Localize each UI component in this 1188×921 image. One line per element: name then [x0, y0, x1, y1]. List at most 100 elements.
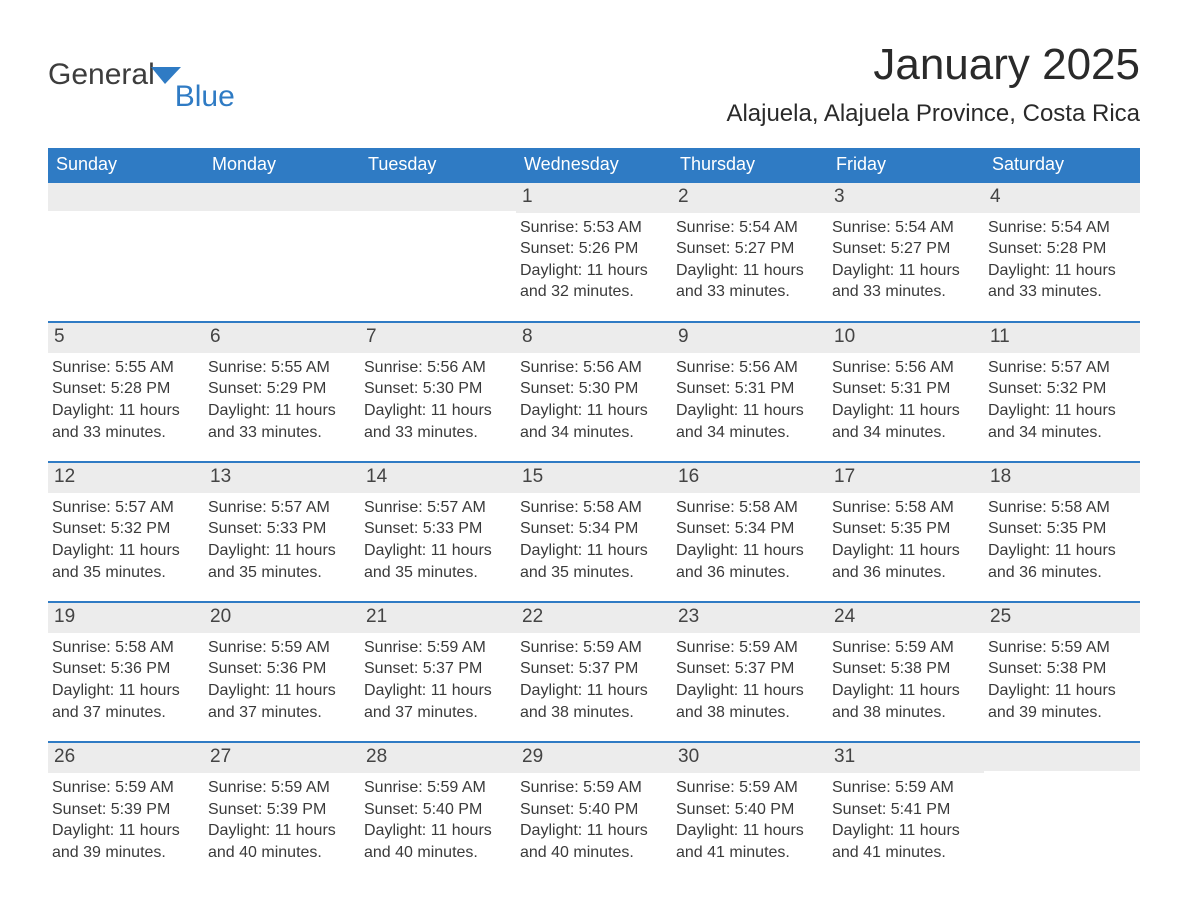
- sunrise-line: Sunrise: 5:54 AM: [832, 217, 982, 239]
- day-details: Sunrise: 5:57 AMSunset: 5:33 PMDaylight:…: [204, 493, 360, 583]
- day-details: Sunrise: 5:55 AMSunset: 5:28 PMDaylight:…: [48, 353, 204, 443]
- sunset-line: Sunset: 5:29 PM: [208, 378, 358, 400]
- weekday-header: Thursday: [672, 148, 828, 183]
- weekday-header: Saturday: [984, 148, 1140, 183]
- calendar-day: 12Sunrise: 5:57 AMSunset: 5:32 PMDayligh…: [48, 463, 204, 601]
- daylight-line: Daylight: 11 hours and 35 minutes.: [52, 540, 202, 583]
- sunset-line: Sunset: 5:32 PM: [52, 518, 202, 540]
- sunset-line: Sunset: 5:31 PM: [832, 378, 982, 400]
- day-number: 15: [516, 463, 672, 493]
- daylight-line: Daylight: 11 hours and 40 minutes.: [208, 820, 358, 863]
- calendar-day: 20Sunrise: 5:59 AMSunset: 5:36 PMDayligh…: [204, 603, 360, 741]
- calendar-week: 26Sunrise: 5:59 AMSunset: 5:39 PMDayligh…: [48, 741, 1140, 881]
- location-subtitle: Alajuela, Alajuela Province, Costa Rica: [726, 100, 1140, 128]
- sunrise-line: Sunrise: 5:59 AM: [364, 777, 514, 799]
- day-details: Sunrise: 5:56 AMSunset: 5:30 PMDaylight:…: [516, 353, 672, 443]
- daylight-line: Daylight: 11 hours and 34 minutes.: [520, 400, 670, 443]
- day-number: 27: [204, 743, 360, 773]
- sunset-line: Sunset: 5:36 PM: [208, 658, 358, 680]
- day-details: Sunrise: 5:57 AMSunset: 5:33 PMDaylight:…: [360, 493, 516, 583]
- logo-word2: Blue: [175, 80, 235, 114]
- sunrise-line: Sunrise: 5:56 AM: [364, 357, 514, 379]
- sunrise-line: Sunrise: 5:59 AM: [52, 777, 202, 799]
- sunrise-line: Sunrise: 5:59 AM: [988, 637, 1138, 659]
- sunset-line: Sunset: 5:30 PM: [364, 378, 514, 400]
- day-details: Sunrise: 5:54 AMSunset: 5:27 PMDaylight:…: [672, 213, 828, 303]
- day-number: 31: [828, 743, 984, 773]
- day-number: 2: [672, 183, 828, 213]
- daylight-line: Daylight: 11 hours and 33 minutes.: [364, 400, 514, 443]
- sunset-line: Sunset: 5:34 PM: [676, 518, 826, 540]
- sunrise-line: Sunrise: 5:59 AM: [832, 637, 982, 659]
- calendar-day: 14Sunrise: 5:57 AMSunset: 5:33 PMDayligh…: [360, 463, 516, 601]
- calendar-day: 23Sunrise: 5:59 AMSunset: 5:37 PMDayligh…: [672, 603, 828, 741]
- weekday-header: Friday: [828, 148, 984, 183]
- daylight-line: Daylight: 11 hours and 36 minutes.: [988, 540, 1138, 583]
- sunrise-line: Sunrise: 5:57 AM: [364, 497, 514, 519]
- weekday-header: Monday: [204, 148, 360, 183]
- daylight-line: Daylight: 11 hours and 41 minutes.: [832, 820, 982, 863]
- day-number: 30: [672, 743, 828, 773]
- day-details: Sunrise: 5:53 AMSunset: 5:26 PMDaylight:…: [516, 213, 672, 303]
- sunrise-line: Sunrise: 5:59 AM: [832, 777, 982, 799]
- calendar-day: [360, 183, 516, 321]
- daylight-line: Daylight: 11 hours and 37 minutes.: [52, 680, 202, 723]
- daylight-line: Daylight: 11 hours and 39 minutes.: [52, 820, 202, 863]
- weekday-header-row: SundayMondayTuesdayWednesdayThursdayFrid…: [48, 148, 1140, 183]
- day-number: 17: [828, 463, 984, 493]
- sunrise-line: Sunrise: 5:56 AM: [676, 357, 826, 379]
- weekday-header: Wednesday: [516, 148, 672, 183]
- day-number: 19: [48, 603, 204, 633]
- sunset-line: Sunset: 5:26 PM: [520, 238, 670, 260]
- calendar-day: 1Sunrise: 5:53 AMSunset: 5:26 PMDaylight…: [516, 183, 672, 321]
- calendar-week: 5Sunrise: 5:55 AMSunset: 5:28 PMDaylight…: [48, 321, 1140, 461]
- sunrise-line: Sunrise: 5:54 AM: [676, 217, 826, 239]
- daylight-line: Daylight: 11 hours and 33 minutes.: [676, 260, 826, 303]
- calendar-day: 11Sunrise: 5:57 AMSunset: 5:32 PMDayligh…: [984, 323, 1140, 461]
- calendar-day: 18Sunrise: 5:58 AMSunset: 5:35 PMDayligh…: [984, 463, 1140, 601]
- day-details: Sunrise: 5:59 AMSunset: 5:41 PMDaylight:…: [828, 773, 984, 863]
- calendar-day: 27Sunrise: 5:59 AMSunset: 5:39 PMDayligh…: [204, 743, 360, 881]
- sunrise-line: Sunrise: 5:59 AM: [208, 637, 358, 659]
- sunset-line: Sunset: 5:39 PM: [52, 799, 202, 821]
- day-details: Sunrise: 5:59 AMSunset: 5:40 PMDaylight:…: [672, 773, 828, 863]
- day-number: 10: [828, 323, 984, 353]
- calendar-day: [204, 183, 360, 321]
- day-number: 12: [48, 463, 204, 493]
- calendar-day: 2Sunrise: 5:54 AMSunset: 5:27 PMDaylight…: [672, 183, 828, 321]
- logo: General Blue: [48, 40, 253, 92]
- sunset-line: Sunset: 5:28 PM: [52, 378, 202, 400]
- day-details: Sunrise: 5:59 AMSunset: 5:38 PMDaylight:…: [828, 633, 984, 723]
- day-number: 25: [984, 603, 1140, 633]
- calendar-day: 25Sunrise: 5:59 AMSunset: 5:38 PMDayligh…: [984, 603, 1140, 741]
- sunset-line: Sunset: 5:27 PM: [676, 238, 826, 260]
- sunset-line: Sunset: 5:32 PM: [988, 378, 1138, 400]
- day-details: Sunrise: 5:56 AMSunset: 5:31 PMDaylight:…: [828, 353, 984, 443]
- day-number: 28: [360, 743, 516, 773]
- day-details: Sunrise: 5:59 AMSunset: 5:39 PMDaylight:…: [48, 773, 204, 863]
- calendar-day: 29Sunrise: 5:59 AMSunset: 5:40 PMDayligh…: [516, 743, 672, 881]
- day-number: 29: [516, 743, 672, 773]
- daylight-line: Daylight: 11 hours and 34 minutes.: [676, 400, 826, 443]
- sunrise-line: Sunrise: 5:56 AM: [520, 357, 670, 379]
- calendar-day: 16Sunrise: 5:58 AMSunset: 5:34 PMDayligh…: [672, 463, 828, 601]
- day-details: Sunrise: 5:58 AMSunset: 5:35 PMDaylight:…: [828, 493, 984, 583]
- sunset-line: Sunset: 5:40 PM: [676, 799, 826, 821]
- daylight-line: Daylight: 11 hours and 35 minutes.: [364, 540, 514, 583]
- calendar-day: [984, 743, 1140, 881]
- daylight-line: Daylight: 11 hours and 35 minutes.: [520, 540, 670, 583]
- calendar-day: 24Sunrise: 5:59 AMSunset: 5:38 PMDayligh…: [828, 603, 984, 741]
- day-number: 5: [48, 323, 204, 353]
- sunrise-line: Sunrise: 5:55 AM: [208, 357, 358, 379]
- daylight-line: Daylight: 11 hours and 33 minutes.: [988, 260, 1138, 303]
- page-header: General Blue January 2025 Alajuela, Alaj…: [48, 40, 1140, 140]
- sunset-line: Sunset: 5:27 PM: [832, 238, 982, 260]
- sunrise-line: Sunrise: 5:54 AM: [988, 217, 1138, 239]
- daylight-line: Daylight: 11 hours and 34 minutes.: [988, 400, 1138, 443]
- calendar-day: 26Sunrise: 5:59 AMSunset: 5:39 PMDayligh…: [48, 743, 204, 881]
- daylight-line: Daylight: 11 hours and 33 minutes.: [832, 260, 982, 303]
- day-number: 24: [828, 603, 984, 633]
- calendar-day: 28Sunrise: 5:59 AMSunset: 5:40 PMDayligh…: [360, 743, 516, 881]
- weekday-header: Sunday: [48, 148, 204, 183]
- day-number: 20: [204, 603, 360, 633]
